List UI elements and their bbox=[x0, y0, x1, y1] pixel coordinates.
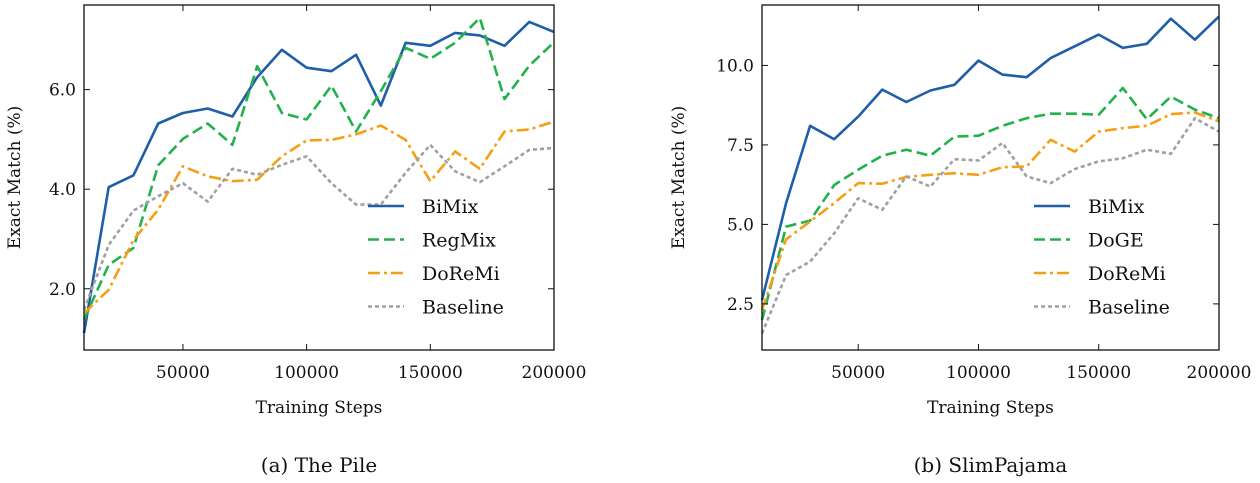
y-axis-label: Exact Match (%) bbox=[5, 106, 25, 250]
y-tick-label: 4.0 bbox=[49, 180, 76, 200]
x-tick-label: 200000 bbox=[522, 363, 587, 383]
legend: BiMix DoGE DoReMi Baseline bbox=[1034, 196, 1170, 319]
y-tick-label: 10.0 bbox=[716, 56, 754, 76]
chart-caption: (b) SlimPajama bbox=[914, 453, 1068, 477]
chart-caption: (a) The Pile bbox=[261, 453, 377, 477]
series-line-baseline bbox=[82, 143, 555, 311]
x-tick-label: 50000 bbox=[156, 363, 210, 383]
legend-label: BiMix bbox=[422, 196, 479, 218]
legend: BiMix RegMix DoReMi Baseline bbox=[368, 196, 504, 319]
y-tick-label: 2.5 bbox=[727, 295, 754, 315]
legend-label: DoReMi bbox=[422, 263, 500, 285]
series-line-baseline bbox=[760, 116, 1220, 334]
series-line-doge bbox=[760, 86, 1220, 321]
y-tick-label: 7.5 bbox=[727, 136, 754, 156]
y-tick-label: 6.0 bbox=[49, 81, 76, 101]
legend-label: Baseline bbox=[422, 297, 504, 319]
legend-label: DoReMi bbox=[1088, 263, 1166, 285]
chart-panel-1: 50000 100000 150000 200000 2.5 5.0 7.5 10.0 Trai… bbox=[669, 4, 1252, 477]
x-axis-label: Training Steps bbox=[256, 398, 383, 418]
series-line-bimix bbox=[82, 20, 555, 334]
legend-label: BiMix bbox=[1088, 196, 1145, 218]
y-tick-label: 2.0 bbox=[49, 280, 76, 300]
series-line-bimix bbox=[760, 15, 1220, 301]
series-line-doremi bbox=[83, 120, 555, 315]
chart-panel-0: 50000 100000 150000 200000 2.0 4.0 6.0 Training… bbox=[5, 4, 587, 477]
x-tick-label: 100000 bbox=[274, 363, 339, 383]
y-axis-label: Exact Match (%) bbox=[669, 106, 689, 250]
legend-label: RegMix bbox=[422, 230, 496, 252]
x-tick-label: 150000 bbox=[1066, 363, 1131, 383]
series-line-regmix bbox=[82, 16, 555, 321]
x-tick-label: 150000 bbox=[398, 363, 463, 383]
plot-frame bbox=[761, 4, 1220, 351]
x-tick-label: 50000 bbox=[831, 363, 885, 383]
x-tick-label: 200000 bbox=[1187, 363, 1252, 383]
legend-label: DoGE bbox=[1088, 230, 1144, 252]
plot-frame bbox=[83, 4, 555, 351]
series-line-doremi bbox=[760, 111, 1220, 311]
y-tick-label: 5.0 bbox=[727, 215, 754, 235]
x-tick-label: 100000 bbox=[946, 363, 1011, 383]
legend-label: Baseline bbox=[1088, 297, 1170, 319]
x-axis-label: Training Steps bbox=[927, 398, 1054, 418]
